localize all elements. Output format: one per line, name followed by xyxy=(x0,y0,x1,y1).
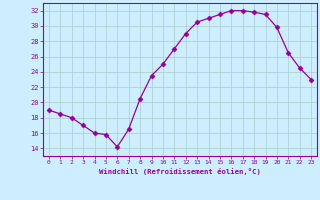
X-axis label: Windchill (Refroidissement éolien,°C): Windchill (Refroidissement éolien,°C) xyxy=(99,168,261,175)
